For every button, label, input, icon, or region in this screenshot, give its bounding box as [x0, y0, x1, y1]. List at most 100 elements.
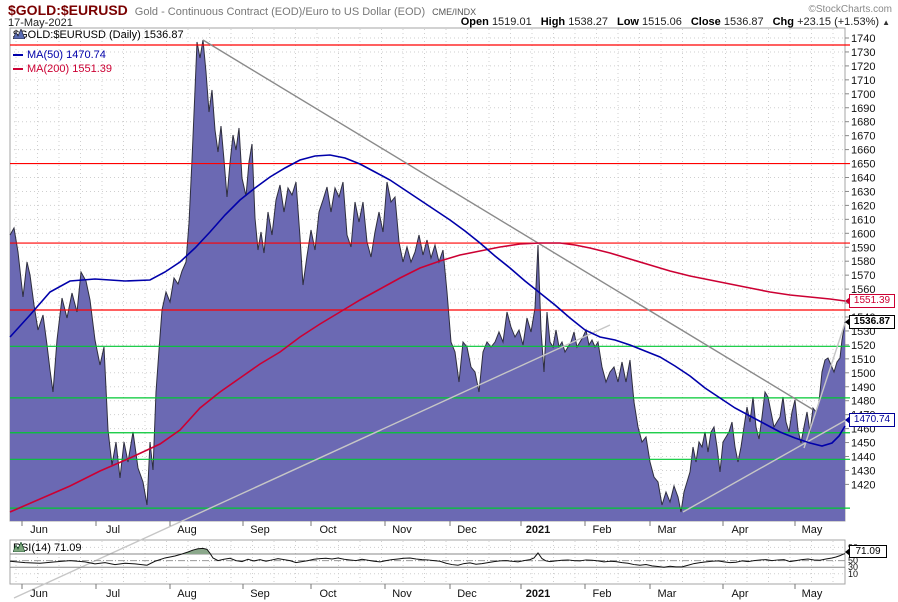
x-axis-label: Apr	[731, 588, 748, 600]
y-axis-label: 1710	[851, 75, 875, 87]
ma200-legend: MA(200) 1551.39	[13, 63, 112, 75]
y-axis-label: 1660	[851, 145, 875, 157]
x-axis-label: Mar	[658, 588, 677, 600]
price-area	[10, 40, 845, 521]
ma50-line	[9, 154, 846, 447]
main-legend: $GOLD:$EURUSD (Daily) 1536.87	[13, 29, 184, 41]
close-label: Close	[690, 16, 721, 28]
exchange-label: CME/INDX	[432, 7, 477, 17]
y-axis-label: 1560	[851, 284, 875, 296]
x-axis-label: Jun	[30, 524, 48, 536]
x-axis-label: Dec	[457, 524, 477, 536]
y-axis-label: 1520	[851, 340, 875, 352]
rsi-axis-label: 50	[848, 556, 858, 566]
x-axis-label: May	[802, 588, 823, 600]
x-axis-label: Mar	[658, 524, 677, 536]
rsi-legend: RSI(14) 71.09	[13, 542, 81, 554]
chg-label: Chg	[772, 16, 794, 28]
y-axis-label: 1700	[851, 89, 875, 101]
y-axis-label: 1730	[851, 47, 875, 59]
y-axis-label: 1620	[851, 200, 875, 212]
up-trendline-long	[13, 324, 611, 599]
y-axis-label: 1420	[851, 479, 875, 491]
ohlc-quote-row: Open 1519.01 High 1538.27 Low 1515.06 Cl…	[461, 16, 890, 28]
price-line	[9, 39, 846, 513]
ma50-price-flag: 1470.74	[845, 413, 895, 427]
rsi-chart-icon	[13, 542, 25, 552]
up-trendline-steep	[803, 322, 846, 449]
ma200-line	[9, 242, 846, 513]
y-axis-label: 1610	[851, 214, 875, 226]
ma200-price-flag: 1551.39	[845, 294, 895, 308]
y-axis-label: 1430	[851, 465, 875, 477]
ma200-legend-label: MA(200) 1551.39	[27, 63, 112, 75]
rsi-line	[9, 547, 846, 568]
y-axis-label: 1600	[851, 228, 875, 240]
high-label: High	[540, 16, 566, 28]
y-axis-label: 1440	[851, 452, 875, 464]
chg-up-arrow-icon: ▲	[882, 18, 890, 27]
x-axis-label: Jul	[106, 524, 120, 536]
rsi-plot-border	[9, 539, 846, 585]
y-axis-label: 1740	[851, 33, 875, 45]
y-axis-label: 1680	[851, 117, 875, 129]
x-axis-label: Oct	[319, 524, 336, 536]
x-axis-label: Nov	[392, 588, 412, 600]
rsi-value-flag: 71.09	[845, 545, 887, 558]
x-axis-label: May	[802, 524, 823, 536]
y-axis-label: 1650	[851, 159, 875, 171]
x-axis-label: Sep	[250, 588, 270, 600]
x-axis-label: Sep	[250, 524, 270, 536]
y-axis-label: 1690	[851, 103, 875, 115]
x-axis-label: Nov	[392, 524, 412, 536]
x-axis-label: 2021	[526, 588, 550, 600]
y-axis-label: 1450	[851, 438, 875, 450]
chart-date: 17-May-2021	[8, 17, 73, 29]
main-legend-label: $GOLD:$EURUSD (Daily) 1536.87	[13, 29, 184, 41]
close-price-flag: 1536.87	[845, 315, 895, 329]
y-axis-label: 1570	[851, 270, 875, 282]
x-axis-label: Jul	[106, 588, 120, 600]
y-axis-label: 1510	[851, 354, 875, 366]
y-axis-label: 1670	[851, 131, 875, 143]
y-axis-label: 1480	[851, 396, 875, 408]
down-trendline	[202, 39, 813, 410]
y-axis-label: 1490	[851, 382, 875, 394]
ma50-legend: MA(50) 1470.74	[13, 49, 106, 61]
symbol-title: $GOLD:$EURUSD	[8, 2, 128, 18]
y-axis-label: 1500	[851, 368, 875, 380]
ma200-swatch-icon	[13, 68, 23, 70]
y-axis-label: 1590	[851, 242, 875, 254]
x-axis-label: Feb	[593, 588, 612, 600]
x-axis-label: Apr	[731, 524, 748, 536]
x-axis-label: Feb	[593, 524, 612, 536]
high-value: 1538.27	[568, 16, 608, 28]
ma50-swatch-icon	[13, 54, 23, 56]
chart-header: $GOLD:$EURUSD Gold - Continuous Contract…	[8, 2, 477, 18]
y-axis-label: 1640	[851, 173, 875, 185]
x-axis-label: Jun	[30, 588, 48, 600]
chg-value: +23.15 (+1.53%)	[797, 16, 880, 28]
ma50-legend-label: MA(50) 1470.74	[27, 49, 106, 61]
y-axis-label: 1630	[851, 186, 875, 198]
area-chart-icon	[13, 29, 25, 39]
x-axis-label: 2021	[526, 524, 550, 536]
x-axis-label: Aug	[177, 524, 197, 536]
x-axis-label: Dec	[457, 588, 477, 600]
rsi-legend-label: RSI(14) 71.09	[13, 542, 82, 554]
x-axis-label: Oct	[319, 588, 336, 600]
symbol-description: Gold - Continuous Contract (EOD)/Euro to…	[134, 6, 426, 18]
up-trendline-march	[682, 419, 847, 513]
open-value: 1519.01	[491, 16, 532, 28]
rsi-axis-label: 30	[848, 562, 858, 572]
y-axis-label: 1720	[851, 61, 875, 73]
copyright-label: ©StockCharts.com	[808, 4, 892, 15]
y-axis-label: 1580	[851, 256, 875, 268]
open-label: Open	[460, 16, 489, 28]
low-value: 1515.06	[642, 16, 682, 28]
x-axis-label: Aug	[177, 588, 197, 600]
rsi-axis-label: 10	[848, 569, 858, 579]
low-label: Low	[616, 16, 639, 28]
